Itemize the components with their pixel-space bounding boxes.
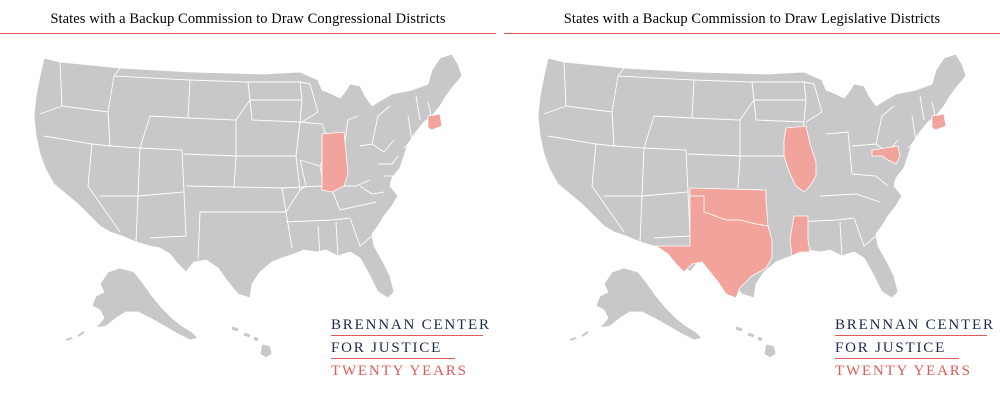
mississippi bbox=[789, 215, 811, 257]
state-borders bbox=[39, 61, 433, 261]
title-rule bbox=[0, 33, 496, 34]
indiana bbox=[321, 131, 349, 193]
texas bbox=[654, 195, 773, 299]
logo-underline bbox=[331, 335, 483, 336]
connecticut bbox=[931, 113, 947, 131]
logo-line-1: BRENNAN CENTER bbox=[331, 317, 491, 333]
us-map-congressional bbox=[33, 53, 463, 359]
title-rule bbox=[504, 33, 1000, 34]
congressional-map-title: States with a Backup Commission to Draw … bbox=[50, 11, 446, 27]
logo-line-3: TWENTY YEARS bbox=[331, 363, 468, 379]
us-map-legislative bbox=[537, 53, 967, 359]
logo-line-2: FOR JUSTICE bbox=[331, 340, 443, 356]
hawaii-island bbox=[259, 343, 273, 359]
alaska bbox=[91, 267, 199, 341]
logo-underline bbox=[835, 358, 959, 359]
logo-line-2: FOR JUSTICE bbox=[835, 340, 947, 356]
highlighted-states bbox=[654, 113, 947, 299]
logo-line-3: TWENTY YEARS bbox=[835, 363, 972, 379]
logo-line-1: BRENNAN CENTER bbox=[835, 317, 995, 333]
brennan-center-logo: BRENNAN CENTER FOR JUSTICE TWENTY YEARS bbox=[331, 318, 491, 379]
contiguous-us bbox=[33, 53, 463, 299]
legislative-map-panel: States with a Backup Commission to Draw … bbox=[504, 0, 1000, 408]
congressional-map-panel: States with a Backup Commission to Draw … bbox=[0, 0, 496, 408]
contiguous-us bbox=[537, 53, 967, 299]
maryland bbox=[871, 145, 901, 165]
logo-underline bbox=[331, 358, 455, 359]
alaska bbox=[595, 267, 703, 341]
illinois bbox=[783, 125, 817, 193]
brennan-center-logo: BRENNAN CENTER FOR JUSTICE TWENTY YEARS bbox=[835, 318, 995, 379]
connecticut bbox=[427, 113, 443, 131]
legislative-map-title: States with a Backup Commission to Draw … bbox=[563, 11, 941, 27]
hawaii-island bbox=[763, 343, 777, 359]
highlighted-states bbox=[321, 113, 443, 193]
logo-underline bbox=[835, 335, 987, 336]
